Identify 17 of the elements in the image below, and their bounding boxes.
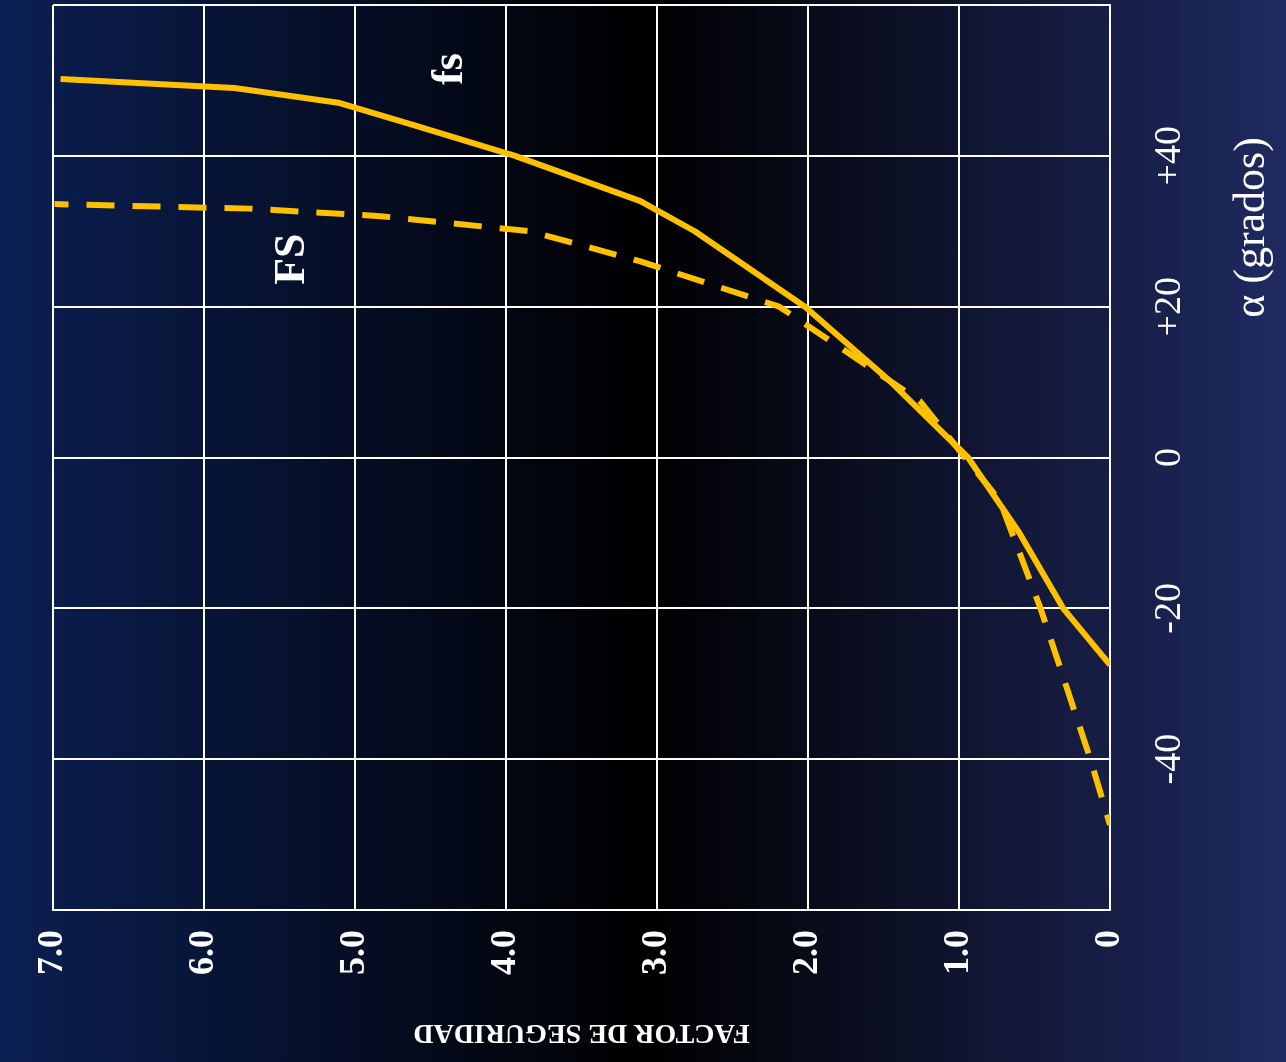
- y-tick-label: -40: [1145, 733, 1188, 785]
- x-axis-title: FACTOR DE SEGURIDAD: [413, 1018, 750, 1050]
- y-tick-label: -20: [1145, 583, 1188, 634]
- x-tick-label: 2.0: [785, 930, 826, 975]
- y-tick-label: 0: [1145, 448, 1188, 467]
- x-tick-label: 5.0: [332, 930, 373, 975]
- text: FS: [264, 233, 314, 285]
- x-tick-label: 3.0: [634, 930, 675, 975]
- y-tick-label: +40: [1145, 126, 1188, 186]
- x-tick-label: 0: [1087, 930, 1128, 948]
- text: fs: [422, 53, 472, 85]
- y-tick-label: +20: [1145, 276, 1188, 337]
- x-tick-label: 6.0: [181, 930, 222, 975]
- x-tick-label: 7.0: [30, 930, 71, 975]
- x-tick-label: 4.0: [483, 930, 524, 975]
- x-tick-label: 1.0: [936, 930, 977, 975]
- y-axis-title: α (grados): [1224, 137, 1274, 318]
